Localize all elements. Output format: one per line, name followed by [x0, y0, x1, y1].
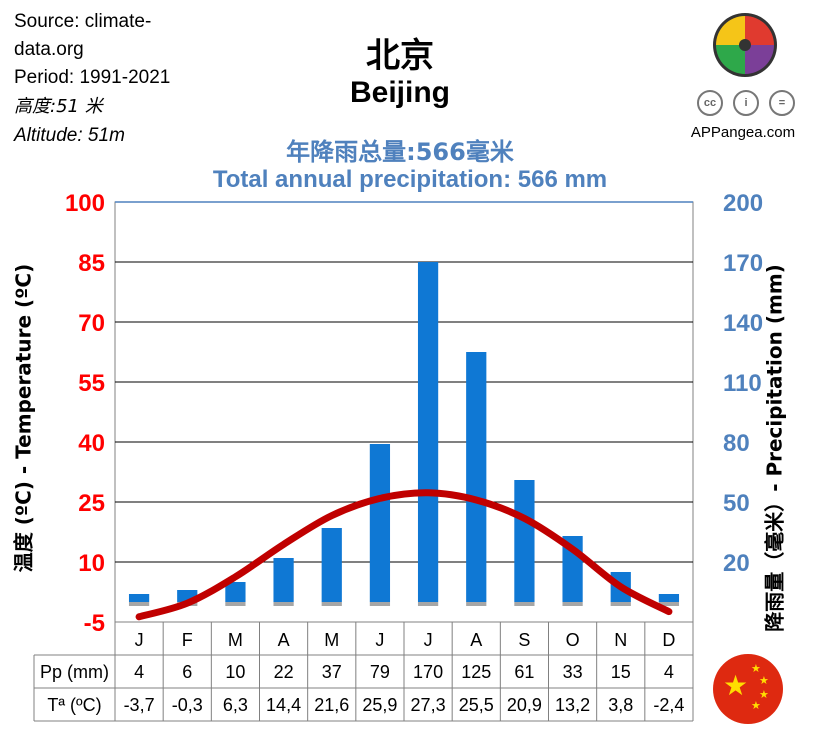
month-label: A — [278, 630, 290, 650]
right-tick-label: 200 — [723, 190, 763, 217]
precip-bar — [225, 582, 246, 602]
temp-value: 25,9 — [362, 695, 397, 715]
left-tick-label: 10 — [78, 550, 105, 577]
right-tick-label: 50 — [723, 490, 750, 517]
pp-value: 10 — [225, 662, 245, 682]
precip-bar — [466, 352, 487, 602]
month-label: M — [324, 630, 339, 650]
precip-bar — [514, 480, 535, 602]
source-label: Source: climate- — [14, 11, 152, 32]
precip-bar — [658, 594, 680, 602]
attribution-icon: i — [733, 90, 759, 116]
month-label: S — [518, 630, 530, 650]
no-derivatives-icon: = — [769, 90, 795, 116]
bar-base — [369, 602, 391, 606]
left-tick-label: 70 — [78, 310, 105, 337]
pp-value: 170 — [413, 662, 443, 682]
precip-bar — [321, 528, 342, 602]
bar-base — [273, 602, 294, 606]
left-tick-label: -5 — [84, 610, 105, 637]
city-title-cn: 北京 — [366, 36, 434, 76]
temp-row-label: Tª (ºC) — [47, 695, 101, 715]
temp-value: -3,7 — [124, 695, 155, 715]
month-label: M — [228, 630, 243, 650]
bar-base — [658, 602, 680, 606]
left-tick-label: 85 — [78, 250, 105, 277]
temp-value: 6,3 — [223, 695, 248, 715]
cc-license-icon: cc — [697, 90, 723, 116]
bar-base — [321, 602, 342, 606]
pp-value: 125 — [461, 662, 491, 682]
right-tick-label: 20 — [723, 550, 750, 577]
left-tick-label: 25 — [78, 490, 105, 517]
bar-base — [514, 602, 535, 606]
temp-value: 3,8 — [608, 695, 633, 715]
bar-base — [466, 602, 487, 606]
bar-base — [610, 602, 631, 606]
month-label: O — [566, 630, 580, 650]
source-label-2: data.org — [14, 39, 84, 60]
pp-value: 6 — [182, 662, 192, 682]
month-label: J — [135, 630, 144, 650]
altitude-cn-label: 高度:51 米 — [14, 96, 103, 117]
pp-value: 15 — [611, 662, 631, 682]
bar-base — [417, 602, 439, 606]
plot-area — [114, 201, 694, 623]
temp-value: -2,4 — [653, 695, 684, 715]
pp-value: 22 — [274, 662, 294, 682]
month-label: J — [424, 630, 433, 650]
precip-bar — [417, 262, 439, 602]
left-tick-label: 100 — [65, 190, 105, 217]
month-label: J — [375, 630, 384, 650]
precip-total-cn: 年降雨总量:566毫米 — [286, 138, 514, 166]
temp-value: 13,2 — [555, 695, 590, 715]
temp-value: 20,9 — [507, 695, 542, 715]
pp-value: 79 — [370, 662, 390, 682]
month-label: N — [614, 630, 627, 650]
temp-value: 21,6 — [314, 695, 349, 715]
bar-base — [562, 602, 583, 606]
pp-row-label: Pp (mm) — [40, 662, 109, 682]
brand-name: APPangea.com — [690, 124, 796, 141]
right-tick-label: 140 — [723, 310, 763, 337]
altitude-en-label: Altitude: 51m — [14, 125, 125, 146]
temp-value: 25,5 — [459, 695, 494, 715]
precip-total-en: Total annual precipitation: 566 mm — [212, 166, 608, 193]
left-tick-label: 55 — [78, 370, 105, 397]
temp-value: 27,3 — [411, 695, 446, 715]
precip-bar — [128, 594, 150, 602]
appangea-logo-icon — [713, 13, 777, 77]
right-tick-label: 170 — [723, 250, 763, 277]
pp-value: 4 — [134, 662, 144, 682]
temp-value: 14,4 — [266, 695, 301, 715]
precip-bar — [273, 558, 294, 602]
pp-value: 4 — [664, 662, 674, 682]
period-label: Period: 1991-2021 — [14, 67, 171, 88]
temperature-line — [135, 489, 673, 621]
temp-value: -0,3 — [172, 695, 203, 715]
left-tick-label: 40 — [78, 430, 105, 457]
month-label: A — [470, 630, 482, 650]
china-flag-icon: ★ ★ ★ ★ ★ — [713, 654, 783, 724]
pp-value: 37 — [322, 662, 342, 682]
right-tick-label: 80 — [723, 430, 750, 457]
month-label: F — [182, 630, 193, 650]
precip-bar — [369, 444, 391, 602]
month-label: D — [662, 630, 675, 650]
pp-value: 33 — [563, 662, 583, 682]
pp-value: 61 — [514, 662, 534, 682]
city-title-en: Beijing — [349, 76, 450, 109]
right-tick-label: 110 — [723, 370, 762, 397]
bar-base — [225, 602, 246, 606]
bar-base — [128, 602, 150, 606]
